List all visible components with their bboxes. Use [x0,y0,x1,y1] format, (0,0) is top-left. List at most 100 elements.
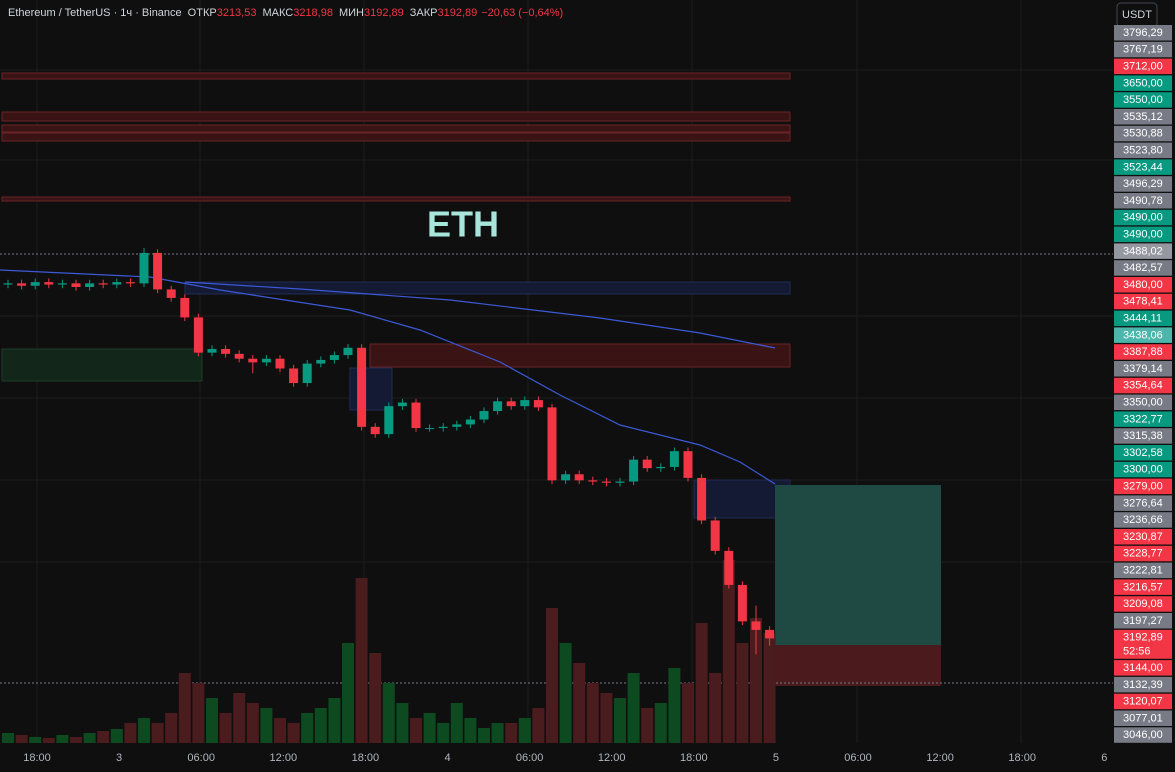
price-tag [1114,310,1172,327]
x-tick-label: 5 [773,752,779,764]
price-tag [1114,243,1172,259]
price-tag [1114,293,1172,310]
x-tick-label: 12:00 [926,752,954,764]
candle-body [683,451,693,478]
candle-body [710,520,720,551]
price-tag-label: 3132,39 [1123,679,1163,691]
change: −20,63 (−0,64%) [481,7,563,19]
x-tick-label: 18:00 [23,752,51,764]
volume-bar [573,663,586,743]
volume-bar [56,735,69,743]
price-tag [1114,562,1172,579]
volume-bar [559,643,572,743]
candle-body [574,474,584,481]
volume-bar [722,560,735,743]
price-tag-label: 3354,64 [1123,380,1163,392]
price-tag-label: 3077,01 [1123,712,1163,724]
price-tag [1114,613,1172,629]
volume-bar [423,713,436,743]
x-tick-label: 18:00 [680,752,708,764]
price-tag [1114,428,1172,444]
candle-body [57,283,67,285]
price-tag [1114,461,1172,478]
candle-body [44,282,54,285]
price-tag [1114,75,1172,91]
price-tag-label: 3222,81 [1123,565,1163,577]
price-tag-label: 3192,89 [1123,632,1163,644]
candle-body [125,282,135,284]
price-tag-label: 3488,02 [1123,245,1163,257]
price-tag-label: 3535,12 [1123,111,1163,123]
price-tag-label: 3490,00 [1123,229,1163,241]
candle-body [343,347,353,356]
candle-body [615,481,625,483]
price-tag [1114,327,1172,343]
price-tag-label: 3523,80 [1123,145,1163,157]
price-tag [1114,377,1172,394]
candle-body [261,358,271,363]
price-tag-label: 3279,00 [1123,481,1163,493]
candle-body [370,426,380,435]
volume-bar [682,683,694,743]
volume-bar [274,718,286,743]
candle-body [384,406,394,435]
x-tick-label: 06:00 [516,752,544,764]
volume-bar [654,703,667,743]
price-tag-label: 3315,38 [1123,430,1163,442]
price-tag [1114,344,1172,360]
volume-bar [151,723,164,743]
price-tag [1114,25,1172,41]
price-tag-label: 3767,19 [1123,44,1163,56]
volume-bar [600,693,613,743]
volume-bar [586,683,599,743]
price-tag [1114,660,1172,676]
candle-body [642,459,652,469]
price-tag-label: 3046,00 [1123,729,1163,741]
candle-body [316,359,326,364]
candle-body [153,252,163,290]
price-tag [1114,545,1172,562]
price-tag [1114,710,1172,726]
volume-bar [138,718,150,743]
candle-body [547,407,557,481]
candle-body [193,317,203,353]
currency-label: USDT [1122,9,1152,21]
price-tag [1114,109,1172,125]
ohlc-value: 3192,89 [437,7,477,19]
volume-bar [450,703,463,743]
price-tag-label: 3550,00 [1123,94,1163,106]
volume-bar [695,623,708,743]
candle-body [533,400,543,408]
candle-body [465,419,475,425]
volume-bar [328,698,341,743]
volume-bar [206,698,218,743]
candle-body [588,480,598,482]
price-tag-label: 3530,88 [1123,128,1163,140]
price-tag [1114,495,1172,511]
volume-bar [750,618,762,743]
ohlc-name: ЗАКР [410,7,438,19]
price-tag-label: 3523,44 [1123,161,1163,173]
candle-body [724,550,734,585]
candle-body [479,411,489,420]
volume-bar [491,723,504,743]
candle-body [629,459,639,482]
price-tag-label: 3216,57 [1123,581,1163,593]
price-tag [1114,629,1172,659]
candle-body [669,451,679,467]
price-tag [1114,727,1172,743]
candle-body [561,474,571,481]
price-tag [1114,41,1172,58]
volume-bar [546,608,558,743]
volume-bar [178,673,191,743]
candle-body [425,428,435,430]
annotation: ETH [427,204,499,245]
volume-bar [192,683,205,743]
candle-body [751,621,761,630]
x-tick-label: 18:00 [352,752,380,764]
volume-bar [15,735,28,743]
price-tag-label: 3276,64 [1123,497,1163,509]
candle-body [85,283,95,287]
price-tag [1114,478,1172,495]
candle-body [3,283,13,285]
